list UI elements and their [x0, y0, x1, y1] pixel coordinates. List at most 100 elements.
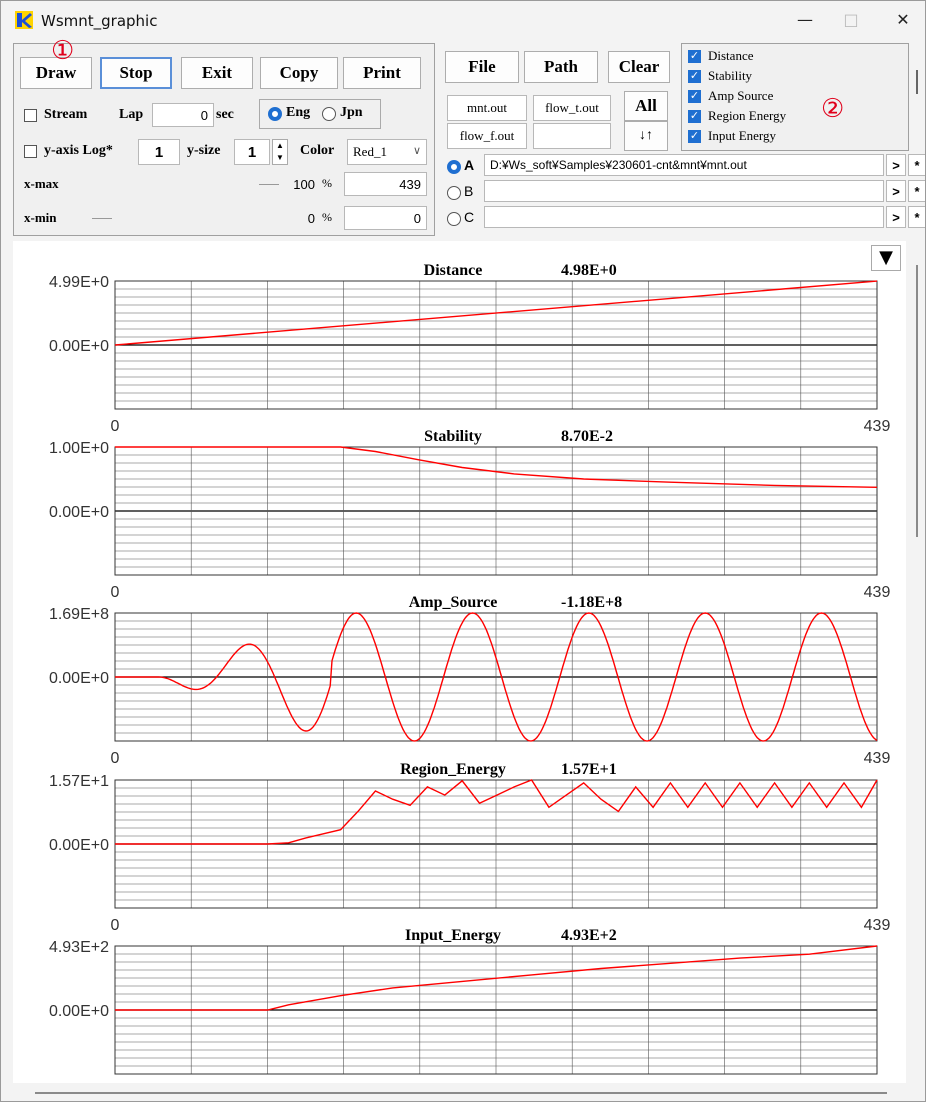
slot-a-arrow-button[interactable]: > [886, 154, 906, 176]
jpn-radio[interactable] [322, 107, 336, 121]
color-label: Color [300, 143, 335, 158]
series-list-scrollbar[interactable] [916, 70, 918, 94]
series-label: Input Energy [708, 128, 776, 143]
print-button[interactable]: Print [343, 57, 421, 89]
slot-a-label: A [464, 157, 475, 173]
chart-4-xmin-label: 0 [111, 917, 120, 934]
slot-b-star-button[interactable]: * [908, 180, 925, 202]
xmax-pct-sign: % [322, 176, 332, 190]
chevron-down-icon: ∨ [412, 145, 421, 157]
xmin-percent: 0 [307, 210, 315, 226]
xmin-input[interactable]: 0 [344, 206, 427, 230]
xmax-percent: 100 [293, 176, 315, 192]
maximize-button[interactable]: □ [843, 10, 859, 29]
chart-5-value: 4.93E+2 [561, 927, 617, 944]
chart-3-value: -1.18E+8 [561, 594, 622, 611]
chart-3-ymax-label: 1.69E+8 [49, 606, 109, 623]
title-bar: Wsmnt_graphic — □ ✕ [1, 1, 925, 41]
slot-a-path[interactable]: D:¥Ws_soft¥Samples¥230601-cnt&mnt¥mnt.ou… [484, 154, 884, 176]
series-label: Distance [708, 48, 754, 63]
slot-b-radio[interactable] [447, 186, 461, 200]
chart-4-ymax-label: 1.57E+1 [49, 773, 109, 790]
horizontal-scroll-thumb[interactable] [35, 1092, 887, 1094]
close-button[interactable]: ✕ [896, 10, 910, 29]
path-button[interactable]: Path [524, 51, 598, 83]
chart-4-zero-label: 0.00E+0 [49, 837, 109, 854]
chart-2-title: Stability [424, 428, 482, 445]
slot-b-path[interactable] [484, 180, 884, 202]
xmax-slider[interactable] [259, 184, 279, 185]
control-panel: Draw Stop Exit Copy Print Stream Lap 0 s… [13, 43, 435, 236]
slot-c-radio[interactable] [447, 212, 461, 226]
lap-input[interactable]: 0 [152, 103, 214, 127]
file-panel: File Path Clear mnt.out flow_t.out All f… [439, 43, 683, 153]
eng-radio[interactable] [268, 107, 282, 121]
slot-c-label: C [464, 209, 475, 225]
sec-label: sec [216, 107, 234, 122]
xmax-input[interactable]: 439 [344, 172, 427, 196]
window-title: Wsmnt_graphic [41, 12, 158, 30]
minimize-button[interactable]: — [797, 10, 813, 29]
xmin-label: x-min [24, 210, 57, 225]
file-name-2[interactable]: flow_t.out [533, 95, 611, 121]
series-list: ✓ Distance ✓ Stability ✓ Amp Source ✓ Region… [681, 43, 918, 151]
ylog-label: y-axis Log* [44, 143, 113, 158]
chart-5-series-line [115, 945, 878, 1011]
ylog-input[interactable]: 1 [138, 139, 180, 165]
swap-button[interactable]: ↓↑ [624, 121, 668, 151]
stop-button[interactable]: Stop [100, 57, 172, 89]
chart-5-zero-label: 0.00E+0 [49, 1003, 109, 1020]
chart-1-series-line [114, 280, 878, 346]
chart-2-zero-label: 0.00E+0 [49, 504, 109, 521]
file-name-3[interactable]: flow_f.out [447, 123, 527, 149]
color-select[interactable]: Red_1 ∨ [347, 139, 427, 165]
chart-2-ymax-label: 1.00E+0 [49, 440, 109, 457]
chart-4-value: 1.57E+1 [561, 761, 617, 778]
xmax-label: x-max [24, 176, 59, 191]
file-name-4[interactable] [533, 123, 611, 149]
vertical-scrollbar[interactable] [909, 241, 925, 1083]
xmin-slider[interactable] [92, 218, 112, 219]
ysize-spinner[interactable]: ▲ ▼ [272, 139, 288, 165]
chart-3-title: Amp_Source [409, 594, 498, 611]
color-select-value: Red_1 [353, 144, 387, 159]
ysize-input[interactable]: 1 [234, 139, 270, 165]
clear-button[interactable]: Clear [608, 51, 670, 83]
xmin-pct-sign: % [322, 210, 332, 224]
file-name-1[interactable]: mnt.out [447, 95, 527, 121]
stream-label: Stream [44, 107, 88, 122]
chart-2-series-line [115, 446, 878, 488]
file-button[interactable]: File [445, 51, 519, 83]
slot-b-arrow-button[interactable]: > [886, 180, 906, 202]
chart-2-frame [114, 446, 878, 576]
chart-4-series-line [115, 779, 878, 845]
series-label: Amp Source [708, 88, 774, 103]
slot-c-path[interactable] [484, 206, 884, 228]
draw-button[interactable]: Draw [20, 57, 92, 89]
dropdown-button[interactable]: ▼ [871, 245, 901, 271]
copy-button[interactable]: Copy [260, 57, 338, 89]
chart-1-ymax-label: 4.99E+0 [49, 274, 109, 291]
eng-label: Eng [286, 105, 311, 120]
horizontal-scrollbar[interactable] [1, 1083, 909, 1101]
chart-1-value: 4.98E+0 [561, 262, 617, 279]
app-logo-icon [15, 11, 33, 29]
chart-1-zero-label: 0.00E+0 [49, 338, 109, 355]
ylog-checkbox[interactable] [24, 145, 37, 158]
chart-3-xmin-label: 0 [111, 750, 120, 767]
slot-a-radio[interactable] [447, 160, 461, 174]
slot-b-label: B [464, 183, 474, 199]
exit-button[interactable]: Exit [181, 57, 253, 89]
slot-c-arrow-button[interactable]: > [886, 206, 906, 228]
vertical-scroll-thumb[interactable] [916, 265, 918, 537]
charts-svg: Distance 4.98E+0 4.99E+0 0.00E+0 0 439 Stabili… [49, 262, 891, 1100]
slot-c-star-button[interactable]: * [908, 206, 925, 228]
all-button[interactable]: All [624, 91, 668, 121]
stream-checkbox[interactable] [24, 109, 37, 122]
jpn-label: Jpn [340, 105, 363, 120]
chart-1-title: Distance [424, 262, 483, 279]
annotation-two: ② [821, 94, 845, 124]
language-group: Eng Jpn [259, 99, 381, 129]
slot-a-star-button[interactable]: * [908, 154, 925, 176]
